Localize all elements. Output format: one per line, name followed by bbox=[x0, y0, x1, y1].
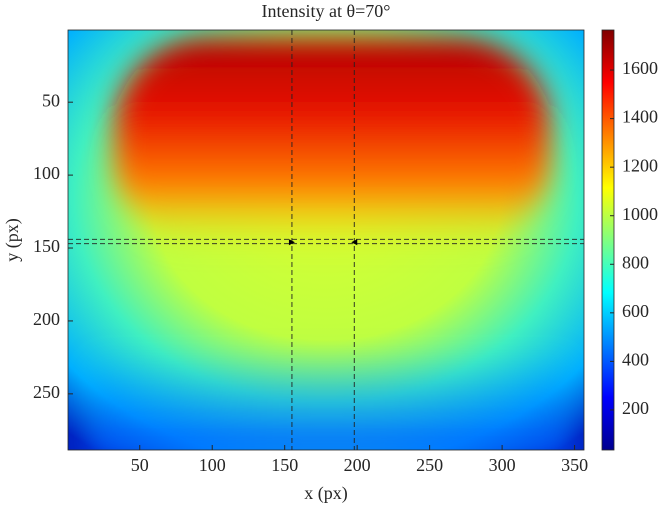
colorbar-tick-label: 1200 bbox=[622, 155, 658, 175]
x-tick-label: 100 bbox=[199, 455, 226, 475]
colorbar-tick-label: 1600 bbox=[622, 58, 658, 78]
y-tick-label: 150 bbox=[33, 236, 60, 256]
y-tick-label: 100 bbox=[33, 163, 60, 183]
colorbar-tick-label: 400 bbox=[622, 350, 649, 370]
y-tick-label: 50 bbox=[42, 90, 60, 110]
x-tick-label: 350 bbox=[561, 455, 588, 475]
x-tick-label: 250 bbox=[416, 455, 443, 475]
colorbar-tick-label: 800 bbox=[622, 252, 649, 272]
y-axis-label: y (px) bbox=[2, 218, 23, 262]
colorbar-tick-label: 200 bbox=[622, 398, 649, 418]
x-tick-label: 200 bbox=[344, 455, 371, 475]
plot-frame bbox=[67, 29, 585, 451]
x-tick-label: 50 bbox=[131, 455, 149, 475]
colorbar-tick-label: 1400 bbox=[622, 107, 658, 127]
x-axis-label: x (px) bbox=[304, 483, 348, 504]
y-tick-label: 200 bbox=[33, 309, 60, 329]
marker bbox=[288, 239, 295, 246]
x-tick-label: 150 bbox=[271, 455, 298, 475]
chart-title: Intensity at θ=70° bbox=[262, 1, 391, 21]
marker bbox=[351, 239, 358, 246]
colorbar-tick-label: 1000 bbox=[622, 204, 658, 224]
heatmap-image bbox=[68, 30, 584, 450]
y-tick-label: 250 bbox=[33, 382, 60, 402]
colorbar-tick-label: 600 bbox=[622, 301, 649, 321]
colorbar bbox=[601, 29, 615, 451]
x-tick-label: 300 bbox=[489, 455, 516, 475]
